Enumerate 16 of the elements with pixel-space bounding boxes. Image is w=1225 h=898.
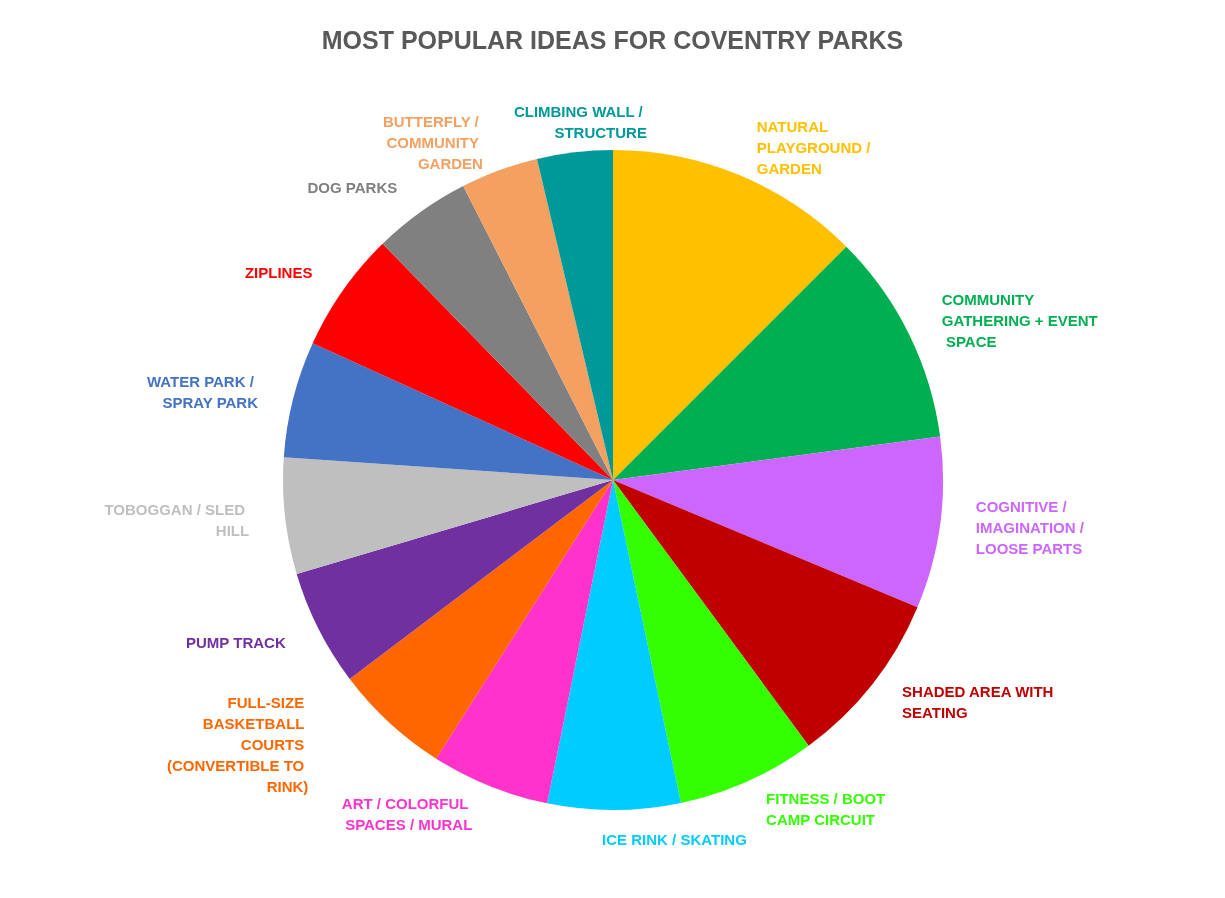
slice-label: CLIMBING WALL / STRUCTURE <box>513 103 647 142</box>
slice-label: FITNESS / BOOT CAMP CIRCUIT <box>766 789 890 828</box>
slice-label: WATER PARK / SPRAY PARK <box>146 372 259 411</box>
slice-label: COMMUNITY GATHERING + EVENT SPACE <box>941 291 1098 351</box>
chart-title: MOST POPULAR IDEAS FOR COVENTRY PARKS <box>321 25 904 54</box>
slice-label: COGNITIVE / IMAGINATION / LOOSE PARTS <box>975 497 1089 557</box>
slice-label: ART / COLORFUL SPACES / MURAL <box>341 794 473 833</box>
slice-label: NATURAL PLAYGROUND / GARDEN <box>756 117 875 177</box>
slice-label: SHADED AREA WITH SEATING <box>902 683 1058 722</box>
slice-label: PUMP TRACK <box>185 633 286 651</box>
slice-label: TOBOGGAN / SLED HILL <box>104 500 250 539</box>
slice-label: BUTTERFLY / COMMUNITY GARDEN <box>382 112 483 172</box>
slice-label: DOG PARKS <box>307 178 398 196</box>
slice-label: FULL-SIZE BASKETBALL COURTS (CONVERTIBLE TO RINK) <box>166 694 309 796</box>
slice-label: ICE RINK / SKATING <box>602 831 747 849</box>
slice-label: ZIPLINES <box>244 264 313 282</box>
